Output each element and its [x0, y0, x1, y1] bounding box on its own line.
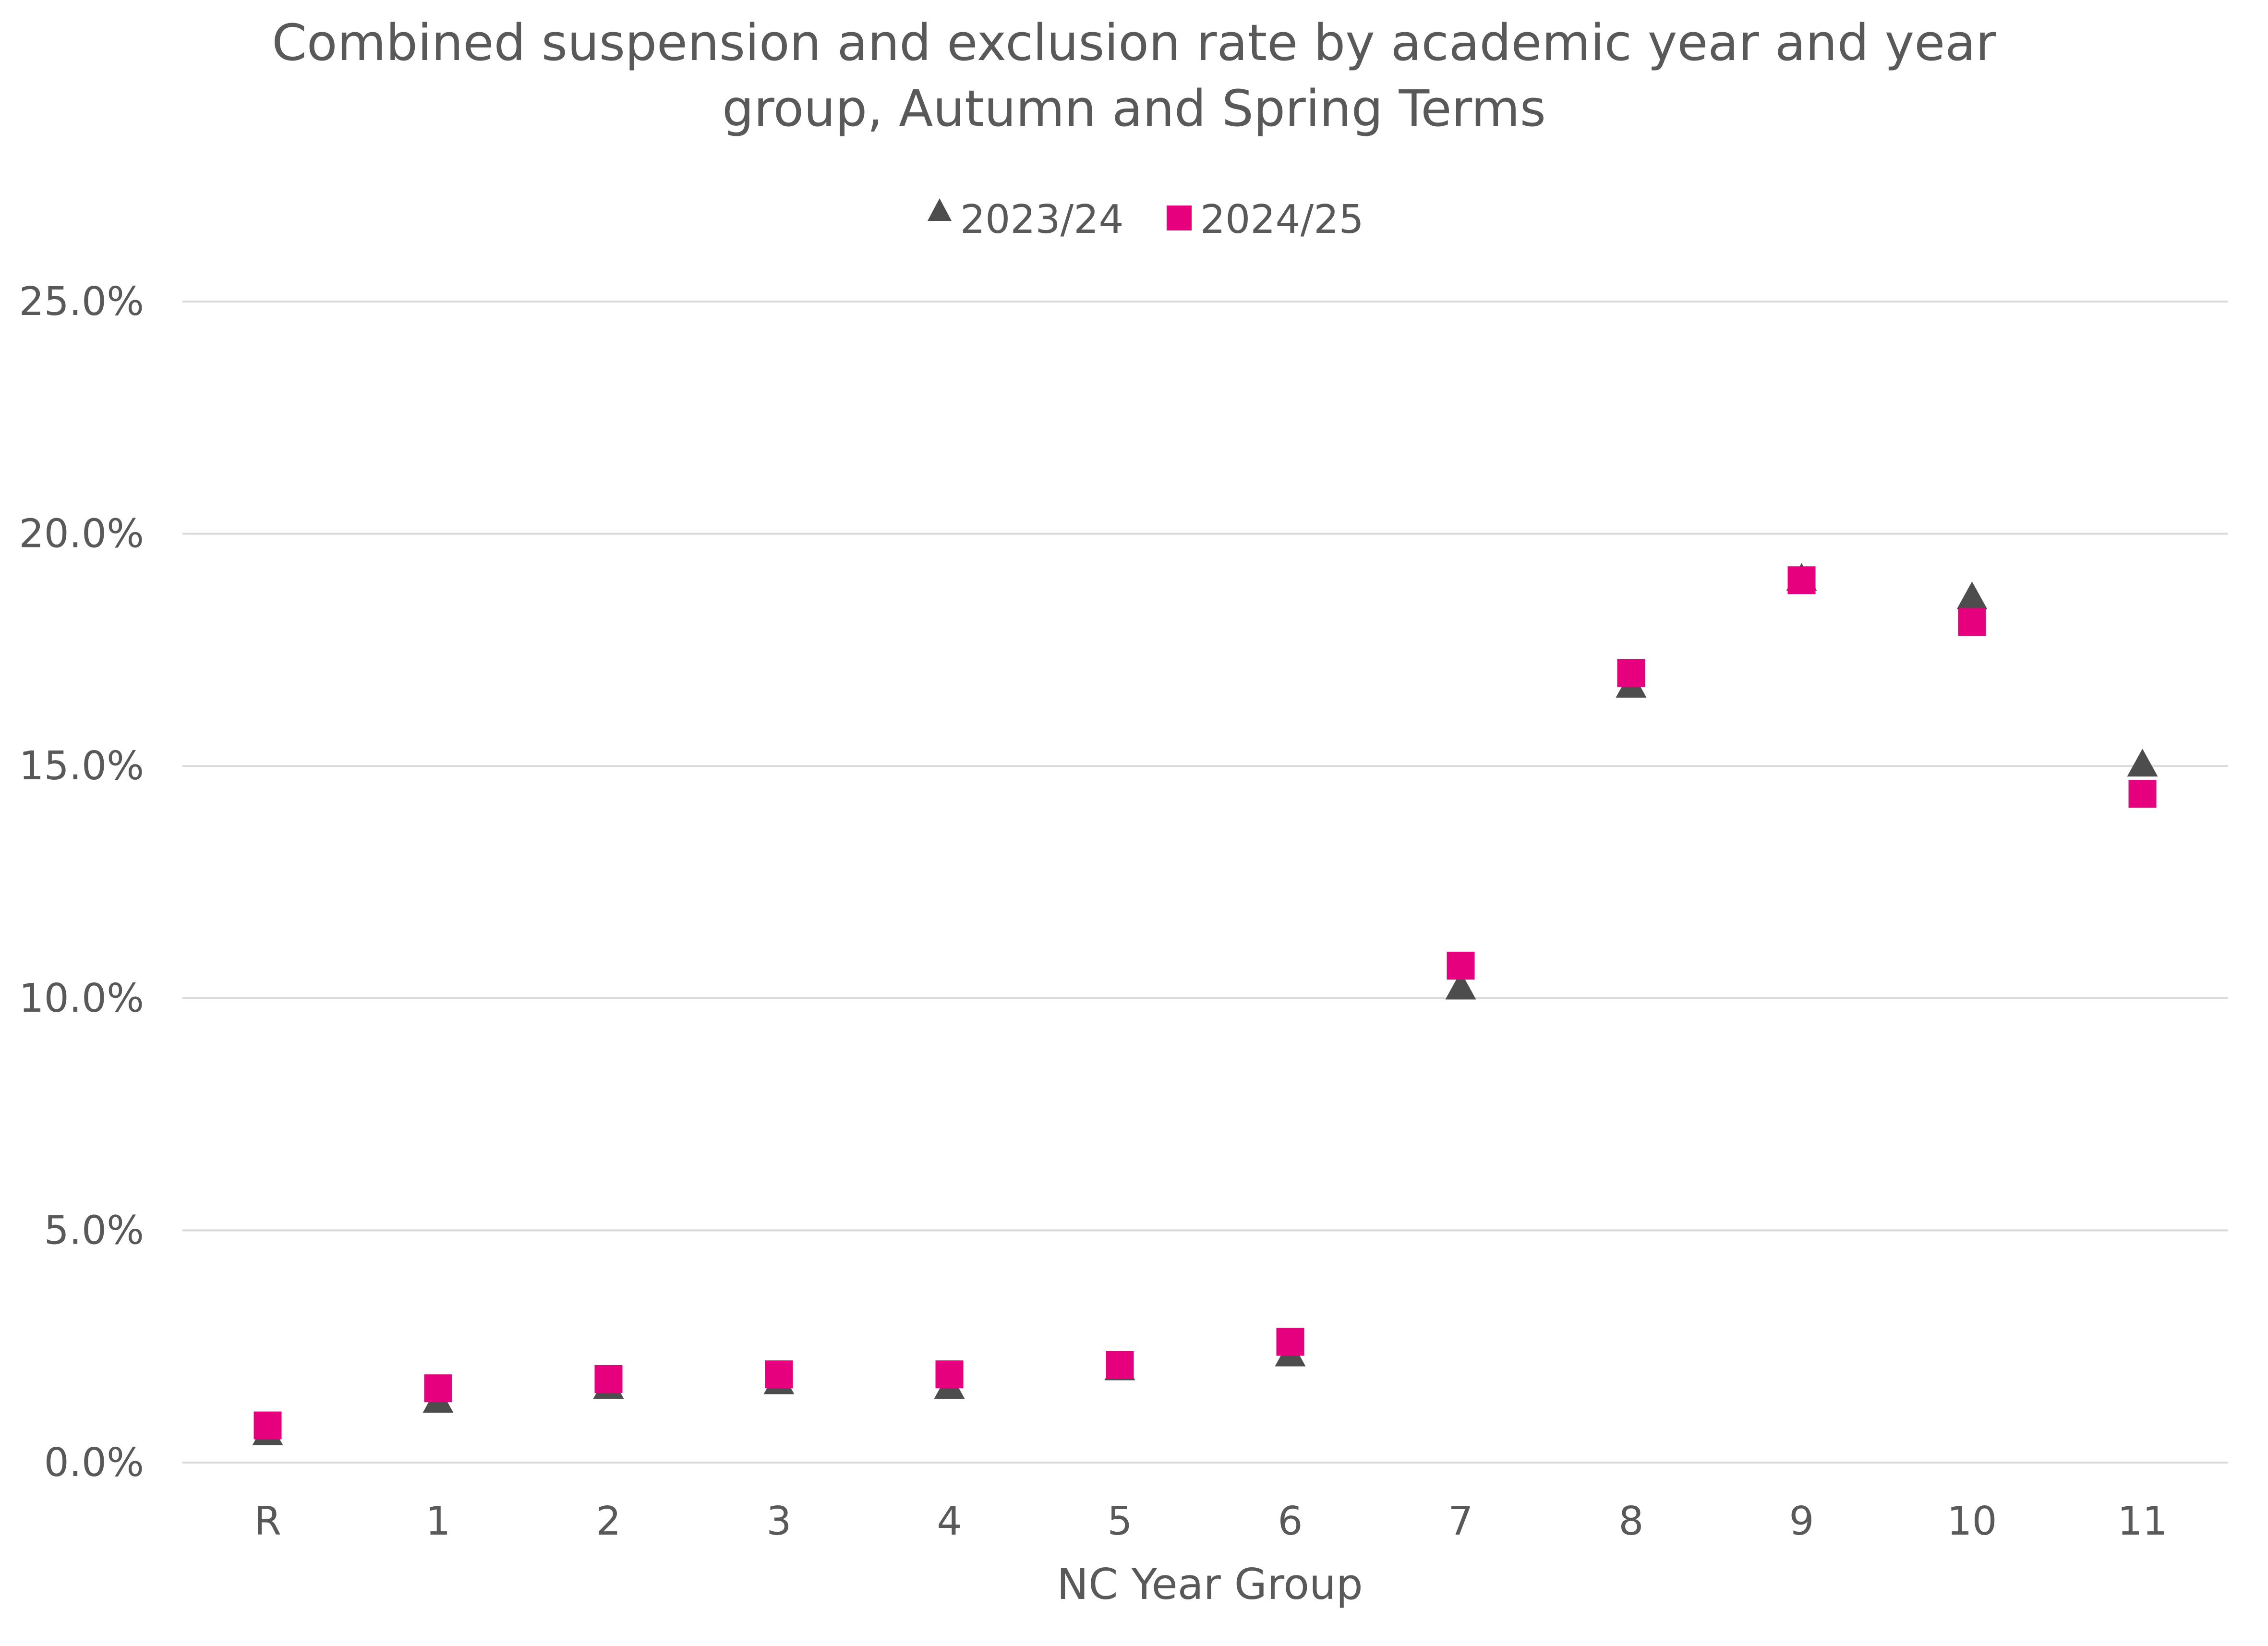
- legend-label: 2023/24: [960, 197, 1124, 242]
- y-tick-label: 25.0%: [19, 279, 145, 325]
- data-point-square: [424, 1374, 452, 1403]
- x-tick-label: R: [254, 1499, 281, 1544]
- data-point-square: [594, 1365, 623, 1393]
- x-tick-label: 9: [1789, 1499, 1814, 1544]
- data-point-square: [1106, 1351, 1134, 1379]
- data-point-triangle: [2127, 749, 2158, 777]
- series-triangle: [252, 563, 2158, 1446]
- x-tick-label: 8: [1618, 1499, 1643, 1544]
- x-tick-label: 2: [596, 1499, 621, 1544]
- y-tick-label: 0.0%: [44, 1440, 144, 1486]
- y-tick-label: 5.0%: [44, 1208, 144, 1253]
- data-point-square: [1447, 952, 1475, 980]
- data-point-square: [2128, 780, 2157, 808]
- x-tick-label: 1: [425, 1499, 450, 1544]
- chart-title: Combined suspension and exclusion rate b…: [272, 13, 1996, 138]
- data-point-triangle: [1956, 581, 1988, 610]
- x-tick-label: 3: [766, 1499, 791, 1544]
- x-tick-label: 7: [1448, 1499, 1473, 1544]
- series-square: [253, 566, 2157, 1440]
- data-point-square: [935, 1360, 964, 1389]
- data-point-square: [1276, 1328, 1304, 1356]
- y-tick-label: 10.0%: [19, 976, 145, 1021]
- chart-title-line: group, Autumn and Spring Terms: [722, 79, 1546, 138]
- x-tick-label: 11: [2117, 1499, 2167, 1544]
- data-point-square: [1617, 659, 1645, 687]
- data-point-square: [1958, 608, 1986, 636]
- x-tick-label: 4: [937, 1499, 962, 1544]
- legend-triangle-marker: [928, 198, 952, 221]
- x-tick-label: 10: [1947, 1499, 1997, 1544]
- data-point-square: [253, 1411, 282, 1440]
- data-point-triangle: [1445, 971, 1476, 1000]
- x-axis-ticks: R 1 2 3 4 5 6 7 8 9 10 11: [254, 1499, 2168, 1544]
- x-tick-label: 6: [1278, 1499, 1303, 1544]
- chart-legend: 2023/24 2024/25: [928, 197, 1364, 242]
- data-point-square: [1787, 566, 1816, 594]
- chart-title-line: Combined suspension and exclusion rate b…: [272, 13, 1996, 72]
- x-axis-title: NC Year Group: [1057, 1560, 1363, 1609]
- y-axis-ticks: 0.0% 5.0% 10.0% 15.0% 20.0% 25.0%: [19, 279, 145, 1486]
- x-axis-title-text: NC Year Group: [1057, 1560, 1363, 1609]
- y-tick-label: 20.0%: [19, 511, 145, 557]
- legend-square-marker: [1167, 206, 1192, 230]
- data-series: [252, 563, 2158, 1446]
- y-tick-label: 15.0%: [19, 743, 145, 789]
- x-tick-label: 5: [1107, 1499, 1132, 1544]
- legend-label: 2024/25: [1200, 197, 1364, 242]
- data-point-square: [765, 1360, 793, 1389]
- gridlines: [182, 301, 2228, 1464]
